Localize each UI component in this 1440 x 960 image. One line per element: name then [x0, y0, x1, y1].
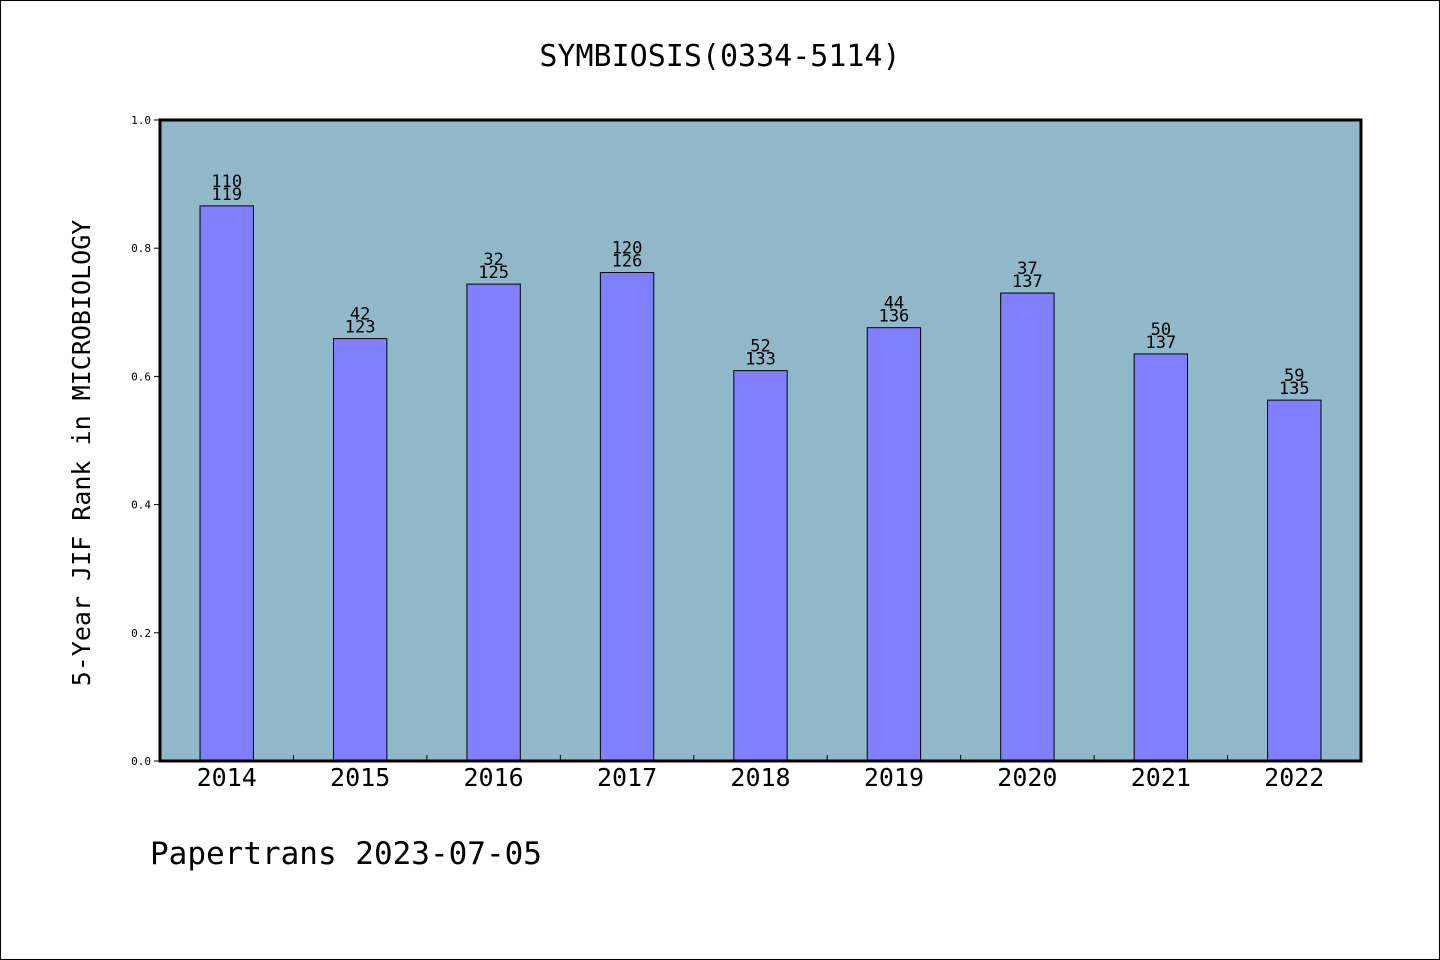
x-tick-label: 2017 — [597, 763, 657, 792]
bar-label-total: 137 — [1012, 272, 1043, 292]
x-tick-label: 2015 — [330, 763, 390, 792]
bar-label-total: 125 — [478, 263, 509, 283]
bar-label-total: 136 — [879, 307, 910, 327]
y-tick-label: 0.8 — [131, 242, 151, 255]
bar-label-rank: 44 — [884, 294, 904, 314]
x-tick-label: 2022 — [1264, 763, 1324, 792]
bar-2022 — [1267, 399, 1322, 762]
bar-2021 — [1133, 353, 1189, 762]
y-tick-label: 1.0 — [131, 114, 151, 127]
bar-label-total: 135 — [1279, 379, 1310, 399]
footer-text: Papertrans 2023-07-05 — [150, 836, 542, 872]
bar-label-rank: 110 — [211, 172, 242, 192]
x-tick-label: 2019 — [864, 763, 924, 792]
x-tick-label: 2016 — [464, 763, 524, 792]
bar-label-rank: 59 — [1284, 366, 1304, 386]
bar-label-rank: 37 — [1017, 259, 1037, 279]
x-tick-label: 2018 — [730, 763, 790, 792]
bar-2014 — [199, 205, 254, 762]
plot-border — [158, 118, 1363, 763]
x-tick-label: 2014 — [197, 763, 257, 792]
y-tick-label: 0.2 — [131, 627, 151, 640]
bar-label-total: 123 — [345, 318, 376, 338]
bar-label-rank: 120 — [612, 239, 643, 259]
bar-label-total: 126 — [612, 252, 643, 272]
bar-label-total: 137 — [1145, 333, 1176, 353]
y-tick-label: 0.4 — [131, 499, 151, 512]
bar-2020 — [1000, 292, 1055, 762]
bar-label-rank: 32 — [483, 250, 503, 270]
bar-label-total: 133 — [745, 350, 776, 370]
bar-label-rank: 50 — [1151, 320, 1171, 340]
y-tick-label: 0.0 — [131, 755, 151, 768]
bar-label-rank: 52 — [750, 337, 770, 357]
x-tick-label: 2020 — [997, 763, 1057, 792]
x-tick-label: 2021 — [1131, 763, 1191, 792]
bar-2016 — [466, 283, 521, 762]
bar-2018 — [733, 370, 788, 762]
bar-label-total: 119 — [211, 185, 242, 205]
bar-2015 — [332, 338, 388, 762]
chart-title: SYMBIOSIS(0334-5114) — [539, 39, 900, 74]
y-tick-label: 0.6 — [131, 370, 151, 383]
bar-2019 — [866, 327, 922, 762]
bar-label-rank: 42 — [350, 305, 370, 325]
y-axis-label: 5-Year JIF Rank in MICROBIOLOGY — [67, 220, 96, 687]
bar-2017 — [599, 272, 655, 762]
